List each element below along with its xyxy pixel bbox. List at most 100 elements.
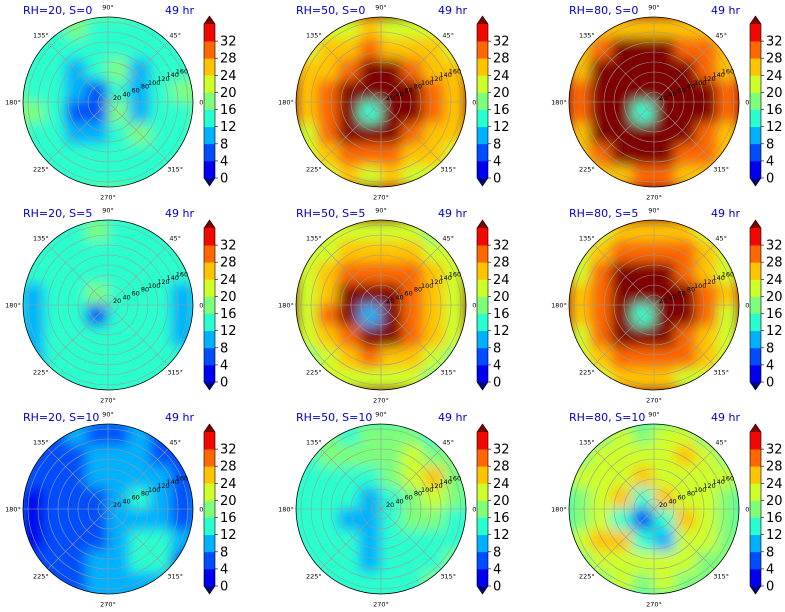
- radial-tick-label: 120: [430, 278, 442, 286]
- colorbar-tick-label: 4: [766, 358, 774, 373]
- angle-tick-label: 90°: [102, 411, 114, 419]
- heatmap-cell: [611, 17, 634, 39]
- heatmap-cell: [653, 444, 676, 468]
- colorbar-tick-label: 24: [220, 477, 237, 492]
- panel-time-label: 49 hr: [438, 411, 467, 424]
- colorbar-segment: [204, 551, 215, 570]
- heatmap-cell: [128, 368, 152, 390]
- colorbar: 0 4 8 12 16 20 24 28 32: [476, 15, 510, 187]
- angle-tick-label: 135°: [579, 31, 595, 39]
- heatmap-cell: [632, 347, 655, 370]
- colorbar-extend-max: [204, 424, 215, 432]
- heatmap-cell: [696, 101, 719, 124]
- colorbar-extend-min: [750, 178, 761, 186]
- angle-tick-label: 270°: [646, 601, 662, 609]
- colorbar-segment: [477, 279, 488, 297]
- heatmap-cell: [674, 368, 698, 390]
- heatmap-cell: [569, 466, 591, 489]
- heatmap-cell: [107, 220, 130, 242]
- heatmap-cell: [674, 304, 698, 327]
- colorbar-tick-label: 20: [493, 494, 510, 509]
- heatmap-cell: [632, 37, 655, 61]
- heatmap-cell: [128, 37, 152, 61]
- angle-tick-label: 135°: [306, 438, 322, 446]
- angle-tick-label: 270°: [100, 601, 116, 609]
- panel-time-label: 49 hr: [711, 411, 740, 424]
- colorbar-segment: [204, 432, 215, 450]
- radial-tick-label: 80: [414, 83, 422, 91]
- angle-tick-label: 90°: [375, 4, 387, 12]
- colorbar-tick-label: 12: [766, 324, 783, 339]
- heatmap-cell: [86, 466, 109, 489]
- radial-tick-label: 100: [148, 486, 160, 494]
- heatmap-cell: [674, 17, 698, 39]
- heatmap-cell: [338, 101, 361, 124]
- colorbar-tick-label: 32: [766, 35, 783, 50]
- angle-tick-label: 225°: [33, 573, 49, 581]
- colorbar-segment: [750, 143, 761, 162]
- colorbar-extend-min: [477, 178, 488, 186]
- colorbar-tick-label: 24: [766, 69, 783, 84]
- heatmap-cell: [296, 80, 318, 103]
- angle-tick-label: 270°: [373, 397, 389, 405]
- colorbar-segment: [750, 330, 761, 349]
- heatmap-cell: [717, 283, 739, 306]
- colorbar-tick-label: 4: [766, 562, 774, 577]
- colorbar-tick-label: 12: [220, 120, 237, 135]
- heatmap-cell: [150, 122, 173, 146]
- heatmap-cell: [86, 37, 109, 61]
- angle-tick-label: 0°: [745, 302, 752, 310]
- colorbar-tick-label: 16: [220, 103, 237, 118]
- heatmap-cell: [653, 220, 676, 242]
- angular-gridline: [593, 101, 655, 163]
- heatmap-cell: [296, 283, 318, 306]
- heatmap-cell: [128, 508, 152, 531]
- heatmap-cell: [23, 122, 45, 146]
- heatmap-cell: [107, 17, 130, 39]
- heatmap-cell: [43, 59, 67, 82]
- heatmap-cell: [65, 80, 88, 103]
- colorbar-tick-label: 4: [493, 562, 501, 577]
- heatmap-cell: [128, 487, 152, 510]
- colorbar-tick-label: 24: [766, 477, 783, 492]
- colorbar-segment: [477, 466, 488, 484]
- heatmap-cell: [611, 101, 634, 124]
- heatmap-cell: [359, 165, 382, 187]
- panel-title: RH=20, S=5: [23, 207, 92, 220]
- colorbar-tick-label: 4: [220, 358, 228, 373]
- angle-tick-label: 225°: [306, 166, 322, 174]
- colorbar-segment: [477, 483, 488, 501]
- colorbar-segment: [204, 245, 215, 263]
- heatmap-cell: [717, 325, 739, 349]
- heatmap-cell: [107, 144, 130, 167]
- colorbar-segment: [204, 483, 215, 501]
- heatmap-cell: [86, 262, 109, 285]
- colorbar-tick-label: 0: [220, 580, 228, 595]
- heatmap-cell: [632, 368, 655, 390]
- colorbar-tick-label: 20: [766, 86, 783, 101]
- heatmap-cell: [359, 144, 382, 167]
- heatmap-cell: [338, 508, 361, 531]
- colorbar-segment: [204, 517, 215, 536]
- colorbar-tick-label: 16: [220, 307, 237, 322]
- angle-tick-label: 135°: [306, 31, 322, 39]
- heatmap-cell: [128, 551, 152, 574]
- heatmap-cell: [632, 466, 655, 489]
- heatmap-cell: [107, 37, 130, 61]
- heatmap-cell: [380, 368, 403, 390]
- heatmap-cell: [611, 144, 634, 167]
- heatmap-cell: [296, 101, 318, 124]
- colorbar-tick-label: 32: [220, 35, 237, 50]
- heatmap-cell: [653, 325, 676, 349]
- heatmap-cell: [674, 101, 698, 124]
- colorbar-segment: [204, 466, 215, 484]
- heatmap-cell: [65, 368, 88, 390]
- heatmap-cell: [423, 466, 446, 489]
- colorbar-segment: [750, 24, 761, 42]
- heatmap-cell: [128, 283, 152, 306]
- polar-frame: [22, 16, 194, 188]
- angle-tick-label: 225°: [33, 369, 49, 377]
- heatmap-cell: [611, 165, 634, 187]
- heatmap-cell: [569, 487, 591, 510]
